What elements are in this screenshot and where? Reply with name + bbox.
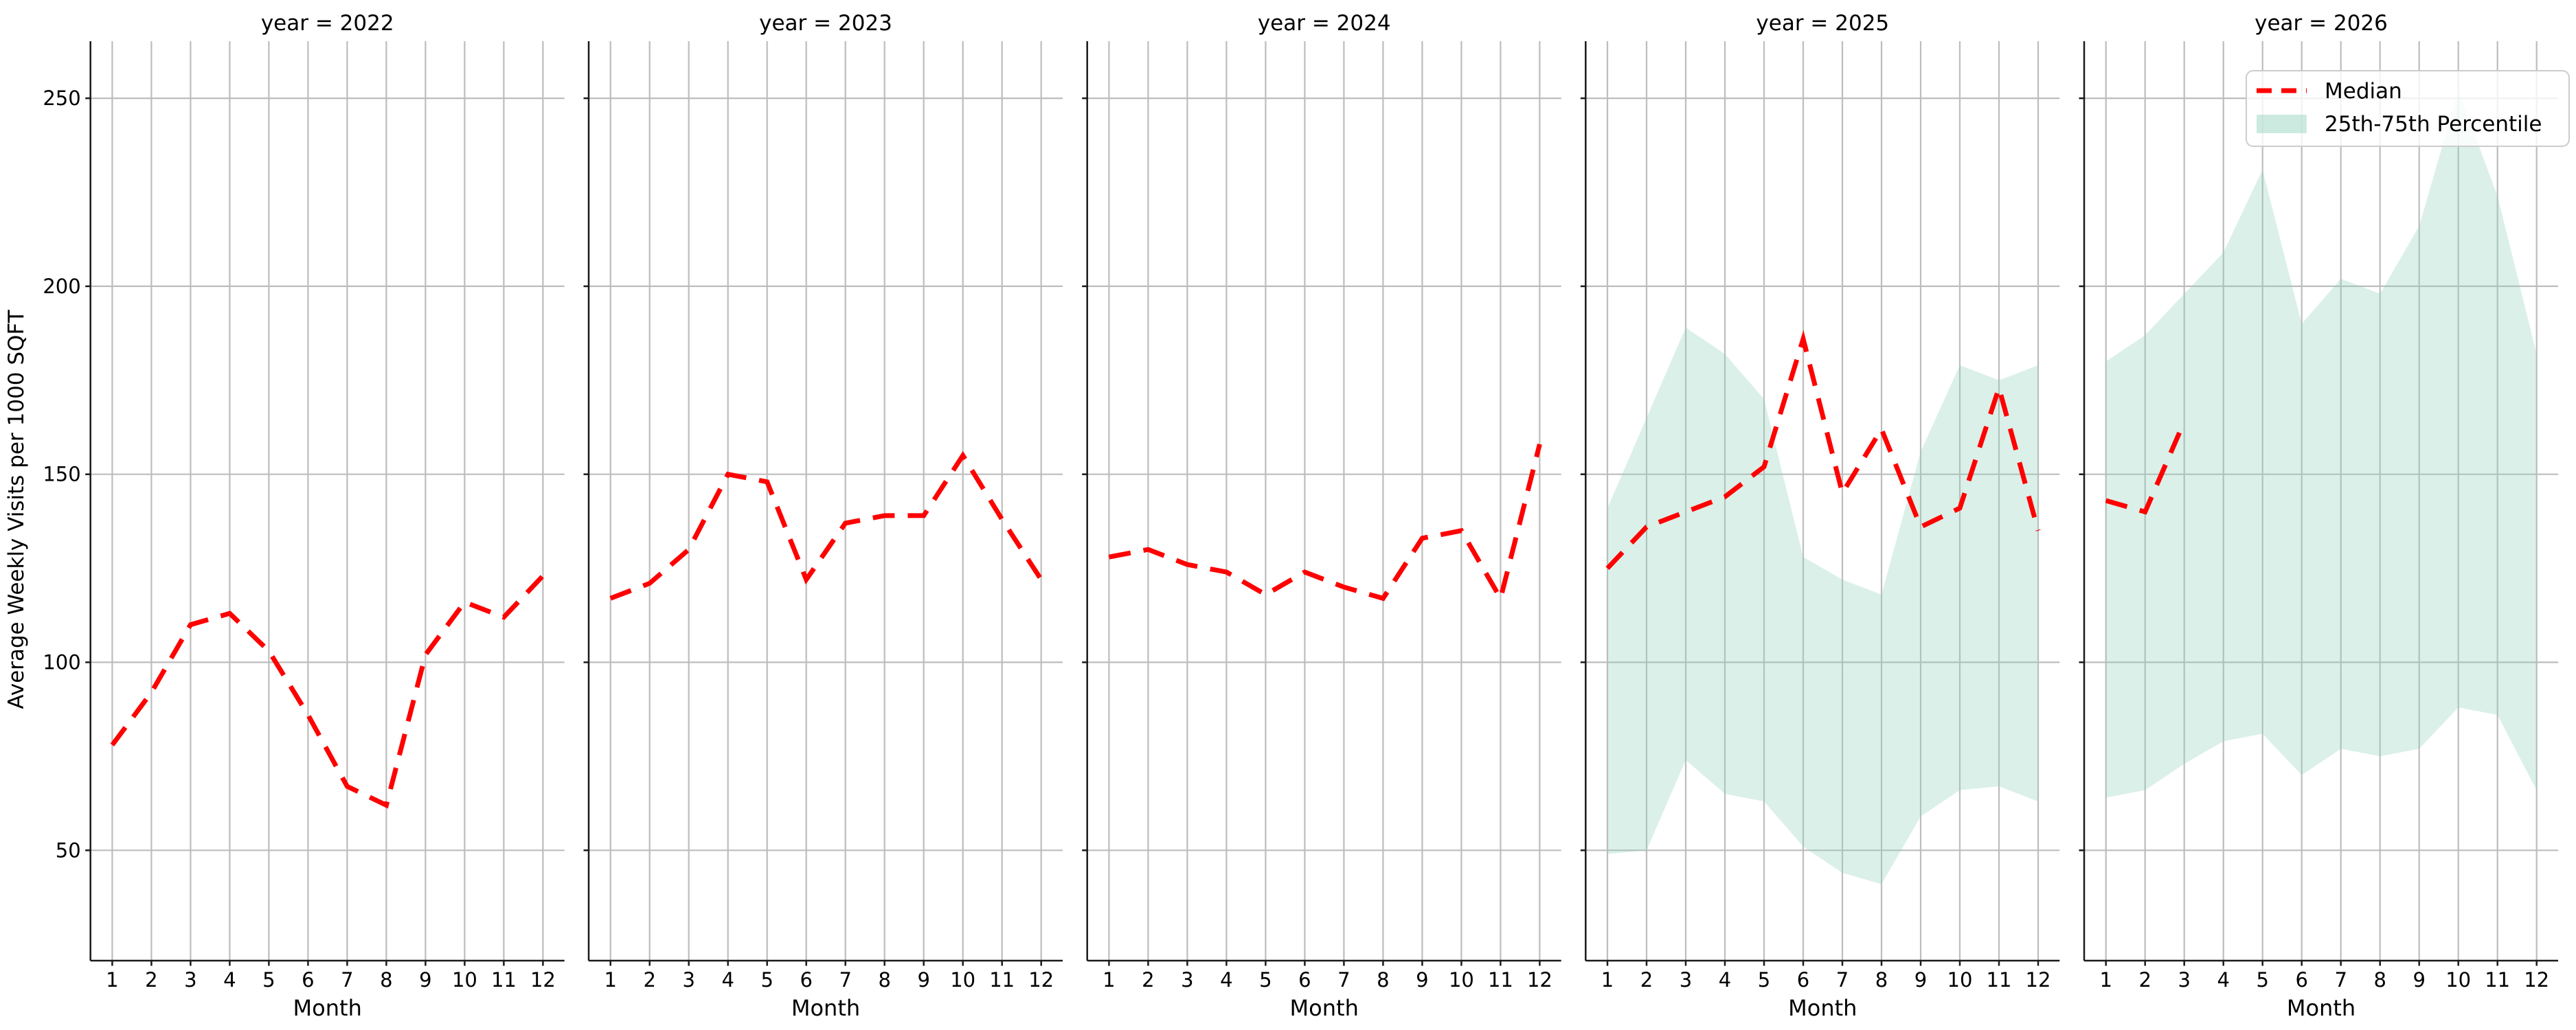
x-tick-label: 11 [989, 968, 1015, 992]
x-tick-label: 10 [1947, 968, 1973, 992]
x-tick-label: 10 [452, 968, 477, 992]
legend-label-median: Median [2325, 79, 2402, 104]
x-tick-label: 2 [1640, 968, 1653, 992]
x-tick-label: 9 [1914, 968, 1927, 992]
facet-title: year = 2026 [2255, 11, 2388, 36]
x-tick-label: 2 [145, 968, 157, 992]
x-tick-label: 8 [380, 968, 392, 992]
x-tick-label: 12 [530, 968, 556, 992]
x-tick-label: 7 [1337, 968, 1350, 992]
x-tick-label: 8 [1875, 968, 1888, 992]
x-tick-label: 4 [223, 968, 236, 992]
median-line [609, 450, 1043, 601]
y-tick-label: 150 [43, 463, 80, 486]
x-tick-label: 11 [1488, 968, 1513, 992]
x-tick-label: 6 [2295, 968, 2307, 992]
x-tick-label: 1 [106, 968, 118, 992]
x-tick-label: 11 [491, 968, 517, 992]
y-tick-label: 250 [43, 87, 80, 110]
x-tick-label: 9 [2413, 968, 2425, 992]
x-tick-label: 12 [2524, 968, 2549, 992]
x-tick-label: 3 [184, 968, 196, 992]
x-tick-label: 7 [2334, 968, 2347, 992]
x-axis-label: Month [293, 995, 362, 1021]
percentile-band [2105, 91, 2537, 798]
x-tick-label: 7 [839, 968, 851, 992]
x-tick-label: 11 [1987, 968, 2012, 992]
x-tick-label: 6 [1797, 968, 1809, 992]
median-line [1605, 330, 2041, 571]
x-tick-label: 8 [2373, 968, 2386, 992]
x-tick-label: 3 [1680, 968, 1692, 992]
x-tick-label: 2 [2138, 968, 2151, 992]
facet-title: year = 2025 [1756, 11, 1889, 36]
x-tick-label: 5 [1259, 968, 1272, 992]
y-tick-label: 100 [43, 651, 80, 674]
x-tick-label: 4 [1220, 968, 1232, 992]
y-axis-label: Average Weekly Visits per 1000 SQFT [4, 309, 29, 709]
x-tick-label: 1 [2099, 968, 2112, 992]
x-tick-label: 12 [1028, 968, 1054, 992]
x-tick-label: 6 [302, 968, 314, 992]
x-tick-label: 10 [950, 968, 975, 992]
x-tick-label: 11 [2485, 968, 2510, 992]
x-tick-label: 5 [760, 968, 773, 992]
x-tick-label: 9 [1416, 968, 1428, 992]
x-tick-label: 12 [1527, 968, 1552, 992]
x-tick-label: 4 [1719, 968, 1731, 992]
x-axis-label: Month [1290, 995, 1359, 1021]
median-line [1108, 444, 1542, 605]
median-line [110, 574, 545, 809]
x-tick-label: 7 [1836, 968, 1849, 992]
x-tick-label: 6 [1298, 968, 1311, 992]
x-tick-label: 5 [2256, 968, 2268, 992]
x-axis-label: Month [2287, 995, 2355, 1021]
x-tick-label: 5 [262, 968, 275, 992]
x-axis-label: Month [1788, 995, 1857, 1021]
legend-band-sample [2257, 115, 2307, 133]
x-tick-label: 4 [2217, 968, 2229, 992]
facet-title: year = 2022 [261, 11, 394, 36]
x-tick-label: 1 [1601, 968, 1614, 992]
x-tick-label: 2 [1142, 968, 1154, 992]
x-tick-label: 9 [419, 968, 431, 992]
facet-title: year = 2024 [1258, 11, 1391, 36]
x-tick-label: 5 [1758, 968, 1770, 992]
x-tick-label: 3 [2178, 968, 2190, 992]
x-tick-label: 8 [1377, 968, 1389, 992]
facet-title: year = 2023 [759, 11, 892, 36]
legend-box [2246, 70, 2570, 147]
x-tick-label: 2 [643, 968, 655, 992]
x-tick-label: 4 [721, 968, 734, 992]
x-axis-label: Month [791, 995, 860, 1021]
y-tick-label: 200 [43, 275, 80, 298]
x-tick-label: 3 [1181, 968, 1193, 992]
percentile-band [1607, 328, 2038, 884]
x-tick-label: 10 [1449, 968, 1474, 992]
x-tick-label: 12 [2026, 968, 2051, 992]
x-tick-label: 1 [1103, 968, 1115, 992]
legend-label-percentile: 25th-75th Percentile [2325, 112, 2542, 137]
x-tick-label: 1 [604, 968, 616, 992]
x-tick-label: 7 [341, 968, 353, 992]
x-tick-label: 3 [682, 968, 694, 992]
x-tick-label: 10 [2445, 968, 2471, 992]
median-line [2105, 420, 2187, 515]
x-tick-label: 6 [800, 968, 812, 992]
y-tick-label: 50 [56, 838, 81, 862]
x-tick-label: 8 [878, 968, 890, 992]
x-tick-label: 9 [917, 968, 929, 992]
